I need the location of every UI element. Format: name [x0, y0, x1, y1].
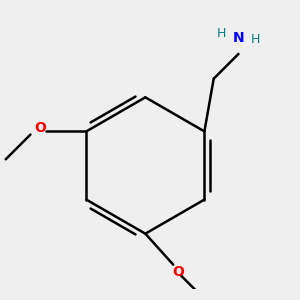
- Text: N: N: [233, 31, 244, 45]
- Text: O: O: [172, 266, 184, 279]
- Text: O: O: [34, 121, 46, 135]
- Text: H: H: [217, 27, 226, 40]
- Text: H: H: [251, 34, 260, 46]
